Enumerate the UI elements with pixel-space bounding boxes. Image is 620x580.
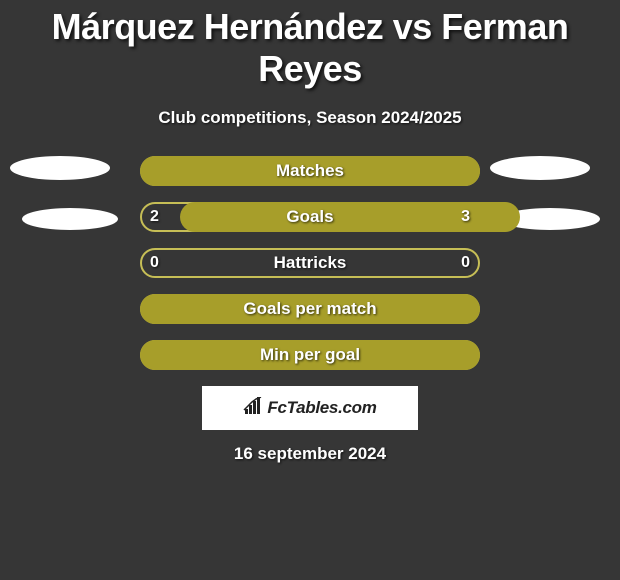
chart-icon	[243, 397, 263, 420]
stat-label: Hattricks	[140, 248, 480, 278]
stat-label: Matches	[140, 156, 480, 186]
stat-left-value: 2	[150, 202, 159, 232]
stat-row: Goals per match	[0, 294, 620, 324]
stat-right-value: 0	[461, 248, 470, 278]
stat-row: Matches	[0, 156, 620, 186]
stat-label: Goals per match	[140, 294, 480, 324]
stat-left-value: 0	[150, 248, 159, 278]
page-title: Márquez Hernández vs Ferman Reyes	[0, 0, 620, 90]
stat-label: Goals	[140, 202, 480, 232]
stat-row: Hattricks0 0	[0, 248, 620, 278]
source-badge: FcTables.com	[202, 386, 418, 430]
stat-right-value: 3	[461, 202, 470, 232]
stat-row: Goals2 3	[0, 202, 620, 232]
subtitle: Club competitions, Season 2024/2025	[0, 108, 620, 128]
comparison-chart: Matches Goals2 3 Hattricks0 0 Goals per match…	[0, 156, 620, 370]
date-label: 16 september 2024	[0, 444, 620, 464]
stat-row: Min per goal	[0, 340, 620, 370]
source-badge-text: FcTables.com	[267, 398, 376, 418]
stat-label: Min per goal	[140, 340, 480, 370]
